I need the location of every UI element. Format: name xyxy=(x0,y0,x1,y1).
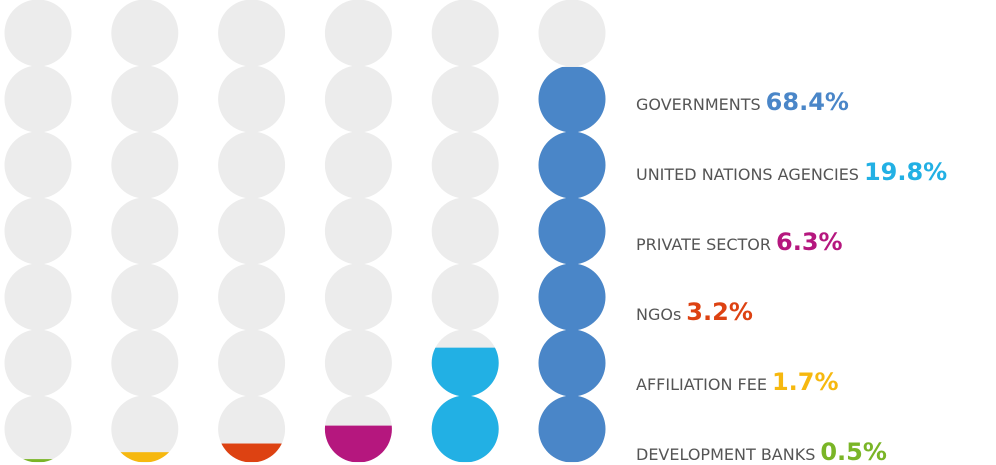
empty-circle xyxy=(4,65,72,133)
empty-circle xyxy=(431,65,499,133)
empty-circle xyxy=(324,131,392,199)
empty-circle xyxy=(4,263,72,331)
empty-circle xyxy=(4,131,72,199)
empty-circle xyxy=(4,395,72,463)
empty-circle xyxy=(4,197,72,265)
legend-entry: DEVELOPMENT BANKS 0.5% xyxy=(636,438,887,465)
empty-circle xyxy=(218,197,286,265)
legend-name: AFFILIATION FEE xyxy=(636,375,767,394)
empty-circle xyxy=(324,197,392,265)
empty-circle xyxy=(218,329,286,397)
legend-name: NGOs xyxy=(636,305,681,324)
empty-circle xyxy=(4,0,72,67)
legend-value: 19.8% xyxy=(864,158,947,186)
legend-name: UNITED NATIONS AGENCIES xyxy=(636,165,859,184)
empty-circle xyxy=(218,263,286,331)
legend-entry: PRIVATE SECTOR 6.3% xyxy=(636,228,843,256)
legend-name: PRIVATE SECTOR xyxy=(636,235,771,254)
empty-circle xyxy=(218,65,286,133)
empty-circle xyxy=(431,197,499,265)
empty-circle xyxy=(324,0,392,67)
empty-circle xyxy=(324,329,392,397)
empty-circle xyxy=(111,131,179,199)
fill-level xyxy=(4,459,72,462)
fill-level xyxy=(431,347,499,462)
legend-value: 0.5% xyxy=(820,438,887,465)
empty-circle xyxy=(218,131,286,199)
legend-value: 1.7% xyxy=(772,368,839,396)
fill-level xyxy=(218,443,286,462)
empty-circle xyxy=(218,0,286,67)
legend-entry: AFFILIATION FEE 1.7% xyxy=(636,368,839,396)
fill-level xyxy=(538,66,606,463)
legend-entry: GOVERNMENTS 68.4% xyxy=(636,88,849,116)
empty-circle xyxy=(111,329,179,397)
empty-circle xyxy=(324,65,392,133)
legend-entry: UNITED NATIONS AGENCIES 19.8% xyxy=(636,158,947,186)
empty-circle xyxy=(111,197,179,265)
legend-name: DEVELOPMENT BANKS xyxy=(636,445,815,464)
fill-level xyxy=(324,425,392,462)
empty-circle xyxy=(111,263,179,331)
legend-name: GOVERNMENTS xyxy=(636,95,761,114)
empty-circle xyxy=(538,0,606,67)
empty-circle xyxy=(431,131,499,199)
fill-level xyxy=(111,452,179,462)
empty-circle xyxy=(111,0,179,67)
legend-value: 3.2% xyxy=(686,298,753,326)
empty-circle xyxy=(4,329,72,397)
empty-circle xyxy=(431,263,499,331)
empty-circle xyxy=(324,263,392,331)
legend-value: 68.4% xyxy=(766,88,849,116)
empty-circle xyxy=(111,395,179,463)
legend-entry: NGOs 3.2% xyxy=(636,298,753,326)
empty-circle xyxy=(111,65,179,133)
empty-circle xyxy=(431,0,499,67)
legend-value: 6.3% xyxy=(776,228,843,256)
